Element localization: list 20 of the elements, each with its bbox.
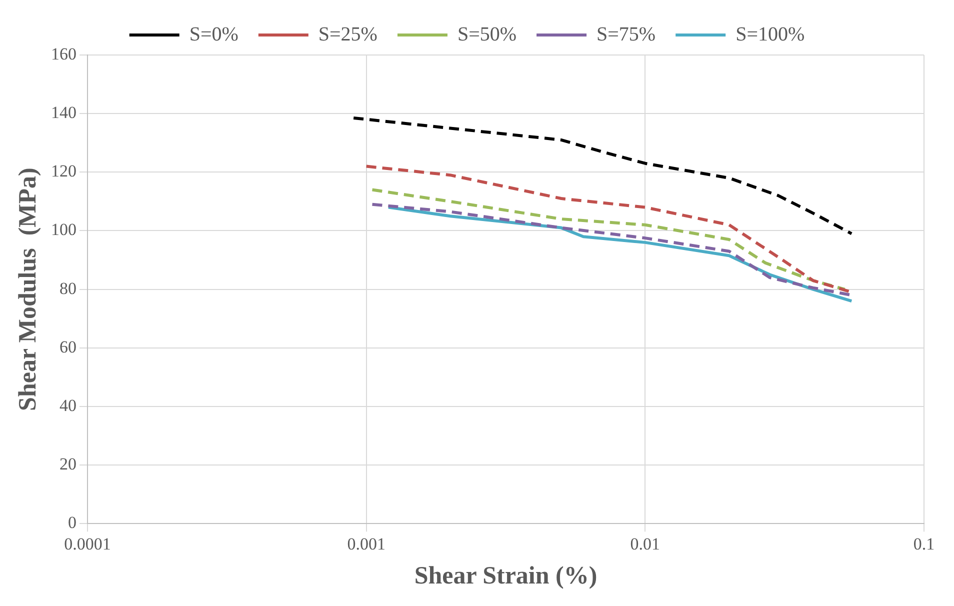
y-tick-label: 60 [60, 337, 76, 356]
y-tick-label: 20 [60, 454, 76, 474]
legend-label: S=0% [189, 23, 238, 46]
y-tick-label: 140 [51, 103, 76, 122]
y-tick-label: 80 [60, 278, 76, 298]
x-tick-label: 0.1 [913, 534, 935, 554]
x-tick-label: 0.01 [630, 534, 660, 554]
y-axis-title: Shear Modulus (MPa) [14, 168, 42, 411]
y-tick-label: 160 [51, 44, 76, 64]
x-axis-title: Shear Strain (%) [414, 562, 598, 590]
legend-label: S=25% [318, 23, 378, 46]
y-tick-label: 0 [68, 513, 76, 532]
y-tick-label: 100 [51, 220, 76, 240]
y-tick-label: 120 [51, 162, 76, 181]
legend-label: S=100% [736, 23, 805, 46]
y-tick-label: 40 [60, 396, 76, 415]
x-tick-label: 0.001 [347, 534, 386, 554]
legend-label: S=50% [457, 23, 517, 46]
legend-label: S=75% [596, 23, 656, 46]
x-tick-label: 0.0001 [64, 534, 111, 554]
